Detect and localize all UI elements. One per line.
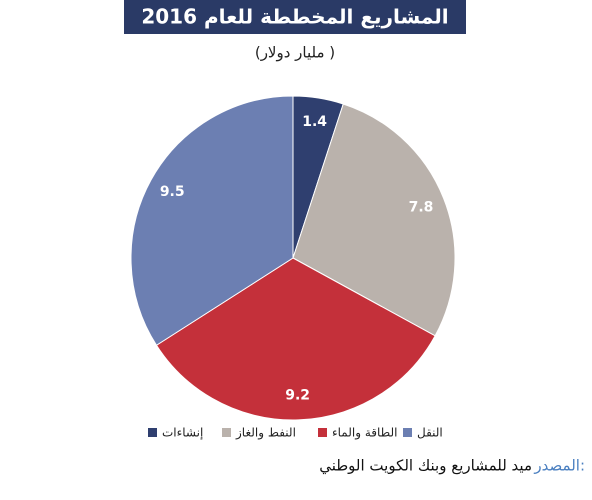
legend-swatch bbox=[148, 428, 157, 437]
legend-label: النفط والغاز bbox=[235, 426, 296, 441]
pie-slice bbox=[155, 257, 436, 421]
pie-slice bbox=[292, 103, 456, 337]
source-label: المصدر: bbox=[533, 457, 585, 475]
legend-label: الطاقة والماء bbox=[332, 426, 398, 441]
legend-label: النقل bbox=[417, 426, 443, 440]
legend-swatch bbox=[318, 428, 327, 437]
source-text: ميد للمشاريع وبنك الكويت الوطني bbox=[319, 457, 532, 476]
legend-label: إنشاءات bbox=[162, 426, 203, 440]
data-label: 9.2 bbox=[285, 388, 310, 404]
data-label: 1.4 bbox=[302, 114, 327, 130]
legend-swatch bbox=[403, 428, 412, 437]
title-banner bbox=[124, 0, 466, 34]
chart-subtitle: (مليار دولار ) bbox=[255, 44, 335, 62]
legend-swatch bbox=[222, 428, 231, 437]
data-label: 9.5 bbox=[160, 184, 185, 200]
pie-slice bbox=[130, 95, 294, 346]
data-label: 7.8 bbox=[409, 199, 434, 215]
chart-title: المشاريع المخططة للعام 2016 bbox=[141, 5, 448, 29]
